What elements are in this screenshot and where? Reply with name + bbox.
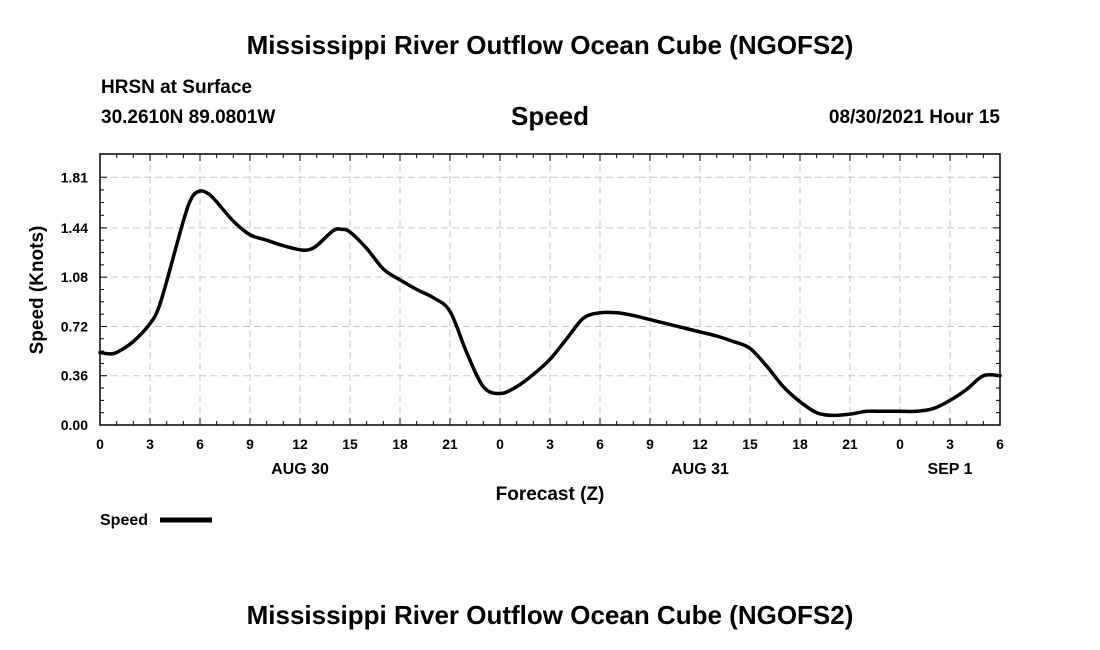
legend-label: Speed bbox=[100, 512, 148, 529]
date-label: AUG 30 bbox=[271, 461, 329, 478]
x-tick-label: 6 bbox=[596, 436, 604, 452]
tick-marks bbox=[99, 154, 1001, 426]
x-tick-label: 6 bbox=[996, 436, 1004, 452]
x-tick-label: 15 bbox=[742, 436, 758, 452]
gridlines bbox=[100, 154, 1000, 425]
y-tick-label: 0.36 bbox=[61, 368, 88, 384]
coordinates-label: 30.2610N 89.0801W bbox=[101, 107, 276, 128]
x-tick-label: 3 bbox=[146, 436, 154, 452]
x-tick-label: 0 bbox=[896, 436, 904, 452]
date-label: SEP 1 bbox=[927, 461, 972, 478]
x-tick-label: 9 bbox=[646, 436, 654, 452]
x-tick-label: 3 bbox=[946, 436, 954, 452]
date-label: AUG 31 bbox=[671, 461, 729, 478]
tick-labels: 0 3 6 9 12 15 18 21 0 3 6 9 12 15 18 21 0 3 6 0.00 0.36 0.72 1… bbox=[61, 169, 1004, 478]
y-tick-label: 1.81 bbox=[61, 169, 88, 185]
x-tick-label: 12 bbox=[692, 436, 708, 452]
variable-label: Speed bbox=[510, 101, 590, 131]
x-tick-label: 9 bbox=[246, 436, 254, 452]
x-tick-label: 18 bbox=[392, 436, 408, 452]
x-tick-label: 18 bbox=[792, 436, 808, 452]
y-tick-label: 1.44 bbox=[61, 220, 88, 236]
x-axis-label: Forecast (Z) bbox=[496, 484, 605, 505]
speed-chart: 0 3 6 9 12 15 18 21 0 3 6 9 12 15 18 21 0 3 6 0.00 0.36 0.72 1… bbox=[27, 153, 1004, 529]
y-tick-label: 0.72 bbox=[61, 318, 88, 334]
station-label: HRSN at Surface bbox=[101, 77, 252, 98]
chart-title: Mississippi River Outflow Ocean Cube (NG… bbox=[246, 30, 854, 60]
x-tick-label: 21 bbox=[442, 436, 458, 452]
x-tick-label: 12 bbox=[292, 436, 308, 452]
x-tick-label: 15 bbox=[342, 436, 358, 452]
footer-title: Mississippi River Outflow Ocean Cube (NG… bbox=[246, 600, 854, 630]
y-axis-label: Speed (Knots) bbox=[27, 226, 48, 355]
x-tick-label: 6 bbox=[196, 436, 204, 452]
speed-series-line bbox=[98, 189, 1002, 418]
x-tick-label: 3 bbox=[546, 436, 554, 452]
x-tick-label: 0 bbox=[496, 436, 504, 452]
x-tick-label: 0 bbox=[96, 436, 104, 452]
y-tick-label: 1.08 bbox=[61, 269, 88, 285]
datetime-label: 08/30/2021 Hour 15 bbox=[828, 107, 1000, 128]
x-tick-label: 21 bbox=[842, 436, 858, 452]
y-tick-label: 0.00 bbox=[61, 417, 88, 433]
